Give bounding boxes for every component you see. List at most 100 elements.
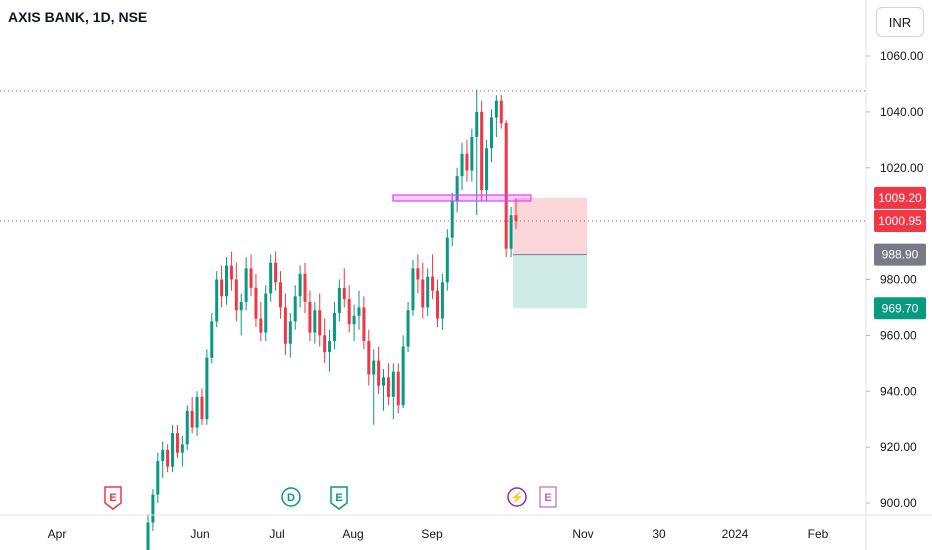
candle-body[interactable] [180, 444, 184, 453]
candle-body[interactable] [274, 262, 278, 283]
event-marker-earnings[interactable]: E [330, 486, 348, 510]
candle-body[interactable] [264, 293, 268, 333]
candle-body[interactable] [460, 153, 464, 177]
stop-price-tag[interactable] [874, 186, 926, 209]
currency-button[interactable]: INR [876, 7, 924, 37]
candle-body[interactable] [426, 276, 430, 308]
candle-body[interactable] [161, 449, 165, 462]
candle-body[interactable] [382, 377, 386, 386]
candlestick-series[interactable] [146, 89, 518, 550]
candle-body[interactable] [195, 396, 199, 428]
event-marker-dividend[interactable]: D [281, 487, 301, 507]
candle-body[interactable] [323, 335, 327, 353]
candle-body[interactable] [386, 377, 390, 397]
candle-body[interactable] [283, 307, 287, 344]
candle-body[interactable] [171, 433, 175, 467]
candle-body[interactable] [337, 287, 341, 314]
candle-body[interactable] [406, 310, 410, 347]
candle-body[interactable] [391, 371, 395, 397]
candle-body[interactable] [367, 340, 371, 375]
candle-body[interactable] [151, 494, 155, 523]
candle-body[interactable] [259, 318, 263, 333]
candle-body[interactable] [489, 117, 493, 149]
candle-body[interactable] [470, 137, 474, 171]
stop-loss-zone[interactable] [513, 197, 587, 255]
candle-body[interactable] [347, 299, 351, 325]
candle-body[interactable] [249, 268, 253, 288]
price-tick-label: 900.00 [880, 496, 917, 510]
candle-body[interactable] [445, 237, 449, 283]
symbol-title[interactable]: AXIS BANK, 1D, NSE [8, 9, 147, 25]
candle-body[interactable] [440, 282, 444, 319]
candle-body[interactable] [411, 268, 415, 311]
time-tick-label: Jun [190, 527, 209, 541]
candle-body[interactable] [514, 215, 518, 221]
candle-body[interactable] [485, 148, 489, 191]
candle-body[interactable] [494, 100, 498, 118]
candle-body[interactable] [357, 307, 361, 316]
take-profit-zone[interactable] [513, 254, 587, 309]
candle-body[interactable] [416, 268, 420, 280]
candle-body[interactable] [377, 360, 381, 386]
candle-body[interactable] [509, 215, 513, 249]
entry-price-tag[interactable] [874, 243, 926, 266]
candle-body[interactable] [332, 313, 336, 341]
candle-body[interactable] [190, 410, 194, 428]
candle-body[interactable] [435, 290, 439, 319]
candle-body[interactable] [499, 100, 503, 124]
candle-body[interactable] [215, 279, 219, 322]
candle-body[interactable] [313, 310, 317, 333]
event-marker-earnings-upcoming[interactable]: E [539, 486, 557, 508]
candle-body[interactable] [288, 321, 292, 344]
candle-body[interactable] [465, 153, 469, 171]
time-tick-label: 30 [652, 527, 666, 541]
candle-body[interactable] [234, 279, 238, 311]
candle-body[interactable] [166, 449, 170, 467]
candle-body[interactable] [475, 111, 479, 138]
candle-body[interactable] [455, 176, 459, 202]
candle-body[interactable] [269, 262, 273, 294]
rectangle-drawing[interactable] [392, 194, 532, 202]
candle-body[interactable] [421, 279, 425, 308]
drawing-tools[interactable] [392, 194, 587, 309]
candle-body[interactable] [278, 282, 282, 308]
candle-body[interactable] [175, 433, 179, 453]
time-tick-label: Apr [48, 527, 67, 541]
candle-body[interactable] [342, 287, 346, 300]
target-price-tag[interactable] [874, 297, 926, 320]
candle-body[interactable] [372, 360, 376, 375]
candle-body[interactable] [146, 522, 150, 550]
candle-body[interactable] [504, 123, 508, 249]
candle-body[interactable] [328, 340, 332, 353]
candle-body[interactable] [352, 315, 356, 325]
candle-body[interactable] [156, 461, 160, 495]
candle-body[interactable] [431, 276, 435, 291]
event-markers[interactable]: E D E ⚡ E [104, 486, 557, 510]
candle-body[interactable] [220, 279, 224, 297]
candle-body[interactable] [239, 301, 243, 311]
candle-body[interactable] [244, 268, 248, 302]
candle-body[interactable] [450, 201, 454, 238]
candle-body[interactable] [225, 265, 229, 297]
candle-body[interactable] [303, 273, 307, 302]
last-price-tag[interactable] [874, 209, 926, 232]
candle-body[interactable] [318, 310, 322, 336]
candle-body[interactable] [254, 287, 258, 319]
candle-body[interactable] [293, 296, 297, 322]
candle-body[interactable] [205, 357, 209, 420]
candle-body[interactable] [480, 111, 484, 191]
candle-body[interactable] [396, 371, 400, 406]
candle-body[interactable] [210, 321, 214, 358]
candle-body[interactable] [401, 346, 405, 406]
candle-body[interactable] [362, 307, 366, 341]
event-marker-split-news[interactable]: ⚡ [507, 487, 527, 507]
time-tick-label: 2024 [722, 527, 749, 541]
candle-body[interactable] [185, 410, 189, 445]
event-marker-earnings[interactable]: E [104, 486, 122, 510]
candle-body[interactable] [308, 301, 312, 333]
candle-body[interactable] [229, 265, 233, 280]
candle-body[interactable] [298, 273, 302, 297]
candle-body[interactable] [200, 396, 204, 420]
